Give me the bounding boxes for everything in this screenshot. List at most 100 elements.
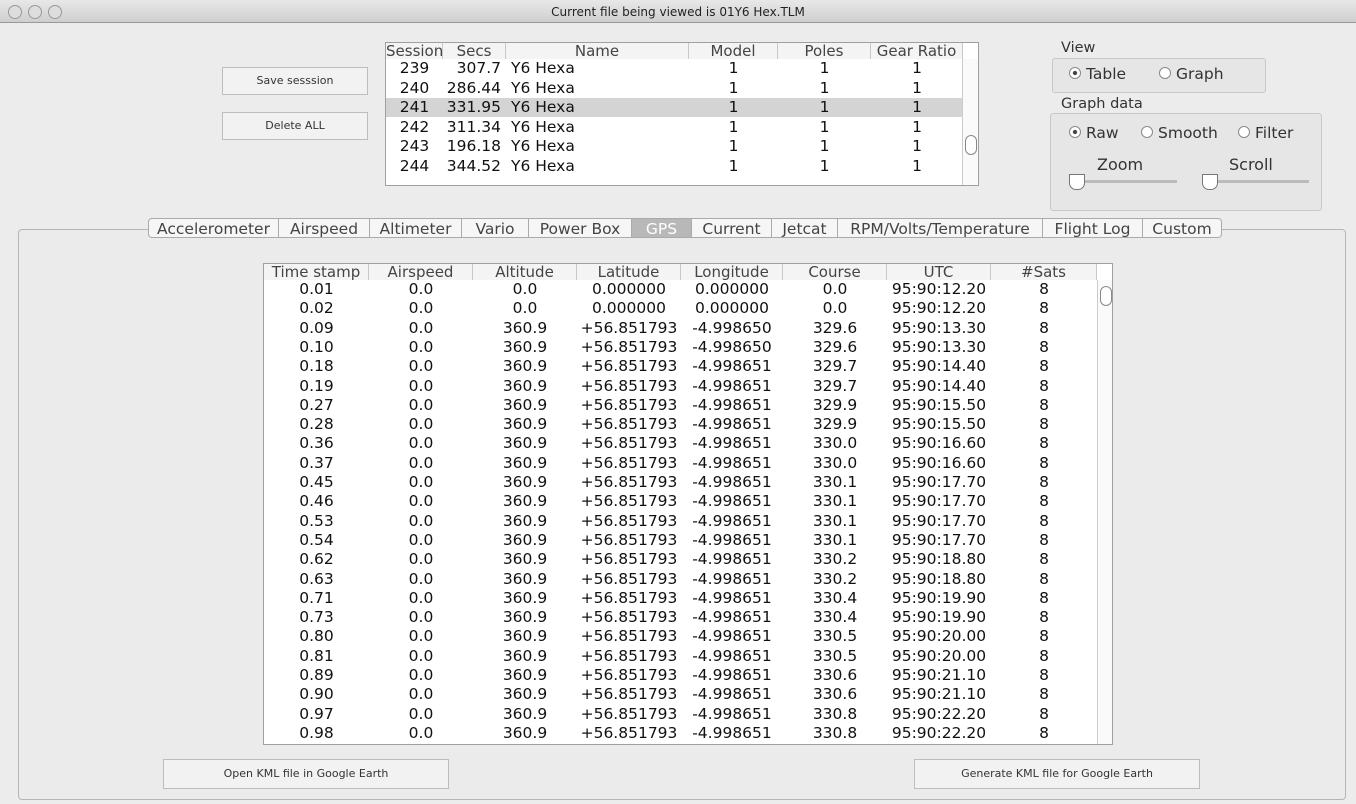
- minimize-button[interactable]: [28, 5, 42, 19]
- table-cell: 1: [728, 78, 739, 97]
- table-cell: -4.998651: [692, 357, 772, 376]
- delete-all-button[interactable]: Delete ALL: [222, 112, 368, 140]
- radio-button[interactable]: Table: [1069, 65, 1126, 83]
- zoom-knob[interactable]: [1069, 174, 1085, 190]
- table-cell: 360.9: [502, 530, 548, 549]
- radio-button[interactable]: Graph: [1159, 65, 1224, 83]
- data-row[interactable]: 0.81 0.0 360.9 +56.851793 -4.998651 330.5 95:9…: [264, 647, 1097, 666]
- table-cell: 0.0: [408, 395, 434, 414]
- table-cell: 0.0: [408, 569, 434, 588]
- tab[interactable]: Altimeter: [370, 218, 462, 238]
- radio-button[interactable]: Filter: [1238, 124, 1293, 142]
- table-cell: 0.0: [408, 550, 434, 569]
- table-cell: 95:90:20.00: [891, 627, 987, 646]
- table-cell: 0.0: [408, 357, 434, 376]
- data-row[interactable]: 0.01 0.0 0.0 0.000000 0.000000 0.0 95:90:12.20…: [264, 280, 1097, 299]
- table-cell: Y6 Hexa: [511, 98, 575, 116]
- close-button[interactable]: [8, 5, 22, 19]
- data-row[interactable]: 0.73 0.0 360.9 +56.851793 -4.998651 330.4 95:9…: [264, 608, 1097, 627]
- session-row[interactable]: 241 331.95 Y6 Hexa 1 1 1: [386, 98, 962, 117]
- table-cell: -4.998651: [692, 415, 772, 434]
- data-row[interactable]: 0.27 0.0 360.9 +56.851793 -4.998651 329.9 95:9…: [264, 396, 1097, 415]
- data-row[interactable]: 0.89 0.0 360.9 +56.851793 -4.998651 330.6 95:9…: [264, 666, 1097, 685]
- table-cell: 0.45: [299, 473, 334, 491]
- table-cell: 243: [399, 137, 430, 155]
- zoom-label: Zoom: [1097, 155, 1144, 174]
- session-row[interactable]: 244 344.52 Y6 Hexa 1 1 1: [386, 157, 962, 176]
- table-cell: 0.62: [299, 550, 334, 569]
- session-row[interactable]: 242 311.34 Y6 Hexa 1 1 1: [386, 118, 962, 137]
- data-row[interactable]: 0.63 0.0 360.9 +56.851793 -4.998651 330.2 95:9…: [264, 570, 1097, 589]
- scroll-knob[interactable]: [1202, 174, 1218, 190]
- scrollbar[interactable]: [1097, 280, 1112, 744]
- table-cell: 330.1: [812, 530, 858, 549]
- tab[interactable]: Vario: [462, 218, 529, 238]
- table-cell: +56.851793: [580, 627, 678, 646]
- table-cell: 1: [728, 117, 739, 136]
- data-row[interactable]: 0.36 0.0 360.9 +56.851793 -4.998651 330.0 95:9…: [264, 434, 1097, 453]
- table-cell: +56.851793: [580, 608, 678, 627]
- session-row[interactable]: 240 286.44 Y6 Hexa 1 1 1: [386, 79, 962, 98]
- tab[interactable]: Accelerometer: [148, 218, 279, 238]
- table-cell: 8: [1039, 415, 1049, 434]
- table-cell: 360.9: [502, 685, 548, 704]
- generate-kml-button[interactable]: Generate KML file for Google Earth: [914, 759, 1200, 789]
- data-row[interactable]: 0.37 0.0 360.9 +56.851793 -4.998651 330.0 95:9…: [264, 454, 1097, 473]
- table-cell: 8: [1039, 704, 1049, 723]
- table-cell: 95:90:18.80: [891, 569, 987, 588]
- zoom-slider[interactable]: [1071, 180, 1177, 183]
- data-row[interactable]: 0.45 0.0 360.9 +56.851793 -4.998651 330.1 95:9…: [264, 473, 1097, 492]
- data-row[interactable]: 0.80 0.0 360.9 +56.851793 -4.998651 330.5 95:9…: [264, 627, 1097, 646]
- data-row[interactable]: 0.54 0.0 360.9 +56.851793 -4.998651 330.1 95:9…: [264, 531, 1097, 550]
- session-row[interactable]: 243 196.18 Y6 Hexa 1 1 1: [386, 137, 962, 156]
- data-row[interactable]: 0.90 0.0 360.9 +56.851793 -4.998651 330.6 95:9…: [264, 685, 1097, 704]
- data-row[interactable]: 0.28 0.0 360.9 +56.851793 -4.998651 329.9 95:9…: [264, 415, 1097, 434]
- open-kml-button[interactable]: Open KML file in Google Earth: [163, 759, 449, 789]
- tab[interactable]: Airspeed: [279, 218, 370, 238]
- scroll-label: Scroll: [1229, 155, 1273, 174]
- data-row[interactable]: 0.97 0.0 360.9 +56.851793 -4.998651 330.8 95:9…: [264, 705, 1097, 724]
- tab[interactable]: Jetcat: [772, 218, 838, 238]
- column-header: UTC: [887, 264, 991, 280]
- data-row[interactable]: 0.71 0.0 360.9 +56.851793 -4.998651 330.4 95:9…: [264, 589, 1097, 608]
- table-cell: +56.851793: [580, 357, 678, 376]
- table-cell: +56.851793: [580, 434, 678, 453]
- table-cell: 0.0: [408, 453, 434, 472]
- table-cell: 95:90:19.90: [891, 588, 987, 607]
- table-cell: +56.851793: [580, 569, 678, 588]
- table-cell: +56.851793: [580, 666, 678, 684]
- table-cell: 1: [912, 137, 922, 155]
- table-cell: 1: [728, 156, 739, 175]
- column-header: Name: [506, 43, 689, 59]
- radio-button[interactable]: Smooth: [1141, 124, 1218, 142]
- radio-button[interactable]: Raw: [1069, 124, 1119, 142]
- data-row[interactable]: 0.46 0.0 360.9 +56.851793 -4.998651 330.1 95:9…: [264, 492, 1097, 511]
- data-row[interactable]: 0.09 0.0 360.9 +56.851793 -4.998650 329.6 95:9…: [264, 319, 1097, 338]
- scrollbar[interactable]: [962, 59, 978, 185]
- data-row[interactable]: 0.53 0.0 360.9 +56.851793 -4.998651 330.1 95:9…: [264, 512, 1097, 531]
- table-cell: 360.9: [502, 337, 548, 356]
- data-row[interactable]: 0.62 0.0 360.9 +56.851793 -4.998651 330.2 95:9…: [264, 550, 1097, 569]
- tab[interactable]: GPS: [632, 218, 692, 238]
- tab[interactable]: RPM/Volts/Temperature: [838, 218, 1043, 238]
- tab[interactable]: Flight Log: [1043, 218, 1143, 238]
- zoom-button[interactable]: [48, 5, 62, 19]
- tab[interactable]: Custom: [1143, 218, 1222, 238]
- data-row[interactable]: 0.18 0.0 360.9 +56.851793 -4.998651 329.7 95:9…: [264, 357, 1097, 376]
- table-cell: Y6 Hexa: [511, 137, 575, 155]
- scroll-slider[interactable]: [1203, 180, 1309, 183]
- data-row[interactable]: 0.10 0.0 360.9 +56.851793 -4.998650 329.6 95:9…: [264, 338, 1097, 357]
- tab[interactable]: Current: [692, 218, 772, 238]
- view-group: Table Graph: [1052, 58, 1266, 93]
- data-row[interactable]: 0.98 0.0 360.9 +56.851793 -4.998651 330.8 95:9…: [264, 724, 1097, 743]
- scroll-thumb[interactable]: [965, 135, 977, 155]
- tab[interactable]: Power Box: [529, 218, 632, 238]
- session-row[interactable]: 239 307.7 Y6 Hexa 1 1 1: [386, 59, 962, 78]
- table-cell: -4.998651: [692, 550, 772, 569]
- data-row[interactable]: 0.02 0.0 0.0 0.000000 0.000000 0.0 95:90:12.20…: [264, 299, 1097, 318]
- scroll-thumb[interactable]: [1100, 286, 1112, 306]
- data-row[interactable]: 0.19 0.0 360.9 +56.851793 -4.998651 329.7 95:9…: [264, 377, 1097, 396]
- table-cell: 95:90:21.10: [891, 685, 987, 704]
- table-cell: 360.9: [502, 453, 548, 472]
- save-session-button[interactable]: Save sesssion: [222, 67, 368, 95]
